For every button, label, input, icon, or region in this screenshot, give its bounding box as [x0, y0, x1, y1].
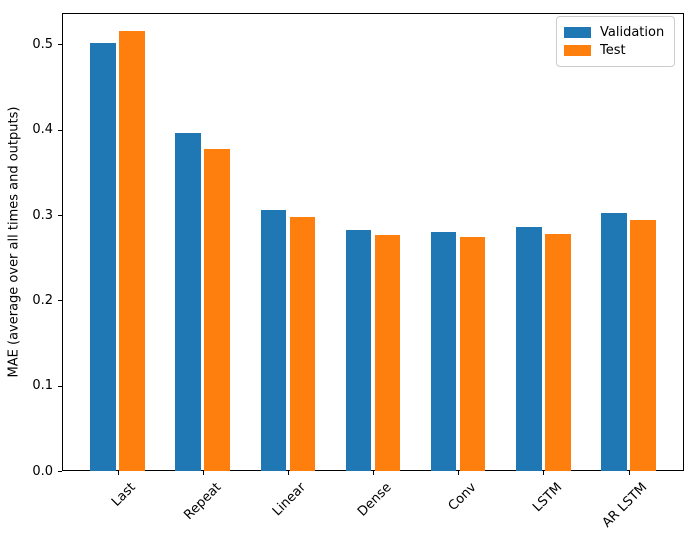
x-tick-label-last: Last	[109, 480, 140, 510]
plot-area	[62, 13, 684, 471]
x-tick-label-repeat: Repeat	[181, 480, 225, 523]
legend: Validation Test	[556, 16, 675, 67]
y-tick-mark	[58, 385, 62, 387]
bar-validation-linear	[260, 210, 287, 471]
y-tick-mark	[58, 300, 62, 302]
y-axis-label: MAE (average over all times and outputs)	[6, 106, 22, 378]
bar-validation-lstm	[516, 227, 542, 471]
legend-item-test: Test	[564, 42, 666, 59]
test-swatch-icon	[564, 45, 591, 56]
y-tick-mark	[58, 215, 62, 216]
x-tick-mark	[543, 471, 545, 475]
y-tick-mark	[58, 129, 62, 131]
legend-item-validation: Validation	[564, 24, 666, 41]
bar-validation-dense	[345, 230, 372, 471]
bar-validation-repeat	[175, 133, 201, 471]
y-tick-label-0.5: 0.5	[32, 36, 53, 52]
x-tick-mark	[373, 471, 374, 475]
x-tick-mark	[117, 471, 119, 475]
bar-test-dense	[374, 235, 401, 471]
y-tick-label-0.3: 0.3	[32, 207, 53, 223]
legend-label-test: Test	[600, 43, 626, 58]
bar-test-linear	[289, 217, 315, 471]
y-tick-label-0.1: 0.1	[32, 378, 53, 394]
y-tick-mark	[58, 471, 62, 472]
x-tick-mark	[458, 471, 460, 475]
bar-validation-last	[90, 43, 116, 471]
bar-test-ar-lstm	[630, 220, 656, 471]
y-tick-label-0.4: 0.4	[32, 122, 53, 138]
x-tick-label-linear: Linear	[270, 480, 310, 520]
bar-test-conv	[459, 237, 486, 471]
y-tick-mark	[58, 44, 62, 46]
legend-label-validation: Validation	[600, 25, 665, 40]
validation-swatch-icon	[564, 27, 591, 38]
x-tick-label-lstm: LSTM	[529, 480, 565, 516]
y-tick-label-0.2: 0.2	[32, 292, 53, 308]
bar-validation-conv	[430, 232, 457, 471]
x-tick-mark	[202, 471, 204, 475]
x-tick-label-ar-lstm: AR LSTM	[599, 480, 651, 531]
bar-test-repeat	[204, 149, 230, 471]
bar-test-lstm	[545, 234, 571, 471]
x-tick-mark	[628, 471, 630, 475]
x-tick-label-conv: Conv	[445, 480, 480, 514]
bar-validation-ar-lstm	[601, 213, 627, 471]
y-tick-label-0.0: 0.0	[32, 463, 53, 479]
bar-test-last	[119, 31, 145, 471]
x-tick-label-dense: Dense	[354, 480, 395, 520]
x-tick-mark	[287, 471, 289, 475]
